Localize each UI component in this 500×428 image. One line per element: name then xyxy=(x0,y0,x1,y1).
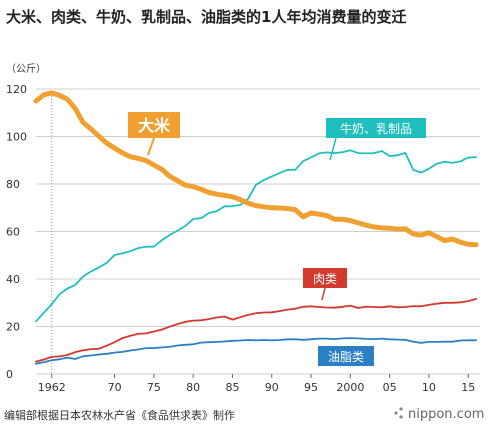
y-tick-label: 120 xyxy=(6,83,27,96)
x-tick-label: 1962 xyxy=(38,381,66,394)
y-axis-unit: （公斤） xyxy=(6,63,46,75)
series-label-milk-box xyxy=(326,118,426,138)
series-label-rice-text: 大米 xyxy=(138,116,171,135)
series xyxy=(33,90,479,365)
series-label-rice: 大米 xyxy=(128,112,180,156)
series-label-meat-pointer xyxy=(321,287,326,301)
x-tick-label: 70 xyxy=(108,381,122,394)
source-note: 编辑部根据日本农林水产省《食品供求表》制作 xyxy=(4,408,235,422)
y-tick-label: 60 xyxy=(6,226,20,239)
x-tick-label: 10 xyxy=(422,381,436,394)
series-line-meat xyxy=(35,297,478,363)
y-tick-label: 0 xyxy=(6,368,13,381)
y-tick-label: 80 xyxy=(6,178,20,191)
x-tick-label: 75 xyxy=(147,381,161,394)
series-label-meat-text: 肉类 xyxy=(313,272,337,286)
brand-dot-icon xyxy=(399,407,403,411)
series-line-oil xyxy=(35,337,478,365)
series-line-milk xyxy=(35,149,478,323)
series-label-rice-pointer xyxy=(147,137,155,156)
brand-dot-icon xyxy=(399,415,403,419)
series-label-milk-text: 牛奶、乳制品 xyxy=(340,121,412,136)
x-tick-label: 90 xyxy=(265,381,279,394)
x-tick-label: 95 xyxy=(304,381,318,394)
series-label-milk: 牛奶、乳制品 xyxy=(326,118,426,161)
series-label-rice-box xyxy=(128,112,180,138)
x-tick-label: 85 xyxy=(225,381,239,394)
x-tick-label: 80 xyxy=(186,381,200,394)
series-label-milk-pointer xyxy=(329,137,337,161)
x-tick-label: 05 xyxy=(383,381,397,394)
brand-logo: nippon.com xyxy=(394,407,484,422)
y-tick-label: 40 xyxy=(6,273,20,286)
series-line-rice xyxy=(33,90,479,248)
x-tick-label: 15 xyxy=(461,381,475,394)
series-label-meat: 肉类 xyxy=(303,268,347,301)
x-axis-ticks: 1962 70 75 80 85 90 95 2000 05 10 15 xyxy=(38,374,475,394)
series-label-meat-box xyxy=(303,268,347,288)
series-label-oil: 油脂类 xyxy=(318,346,374,366)
y-tick-label: 20 xyxy=(6,321,20,334)
x-tick-label: 2000 xyxy=(336,381,364,394)
y-tick-label: 100 xyxy=(6,131,27,144)
series-label-oil-text: 油脂类 xyxy=(328,349,364,364)
brand-dot-icon xyxy=(394,411,398,415)
brand-name: nippon.com xyxy=(408,407,484,422)
chart-title: 大米、肉类、牛奶、乳制品、油脂类的1人年均消费量的变迁 xyxy=(6,8,406,26)
series-label-oil-box xyxy=(318,346,374,366)
y-axis-ticks: 0 20 40 60 80 100 120 xyxy=(6,83,27,381)
